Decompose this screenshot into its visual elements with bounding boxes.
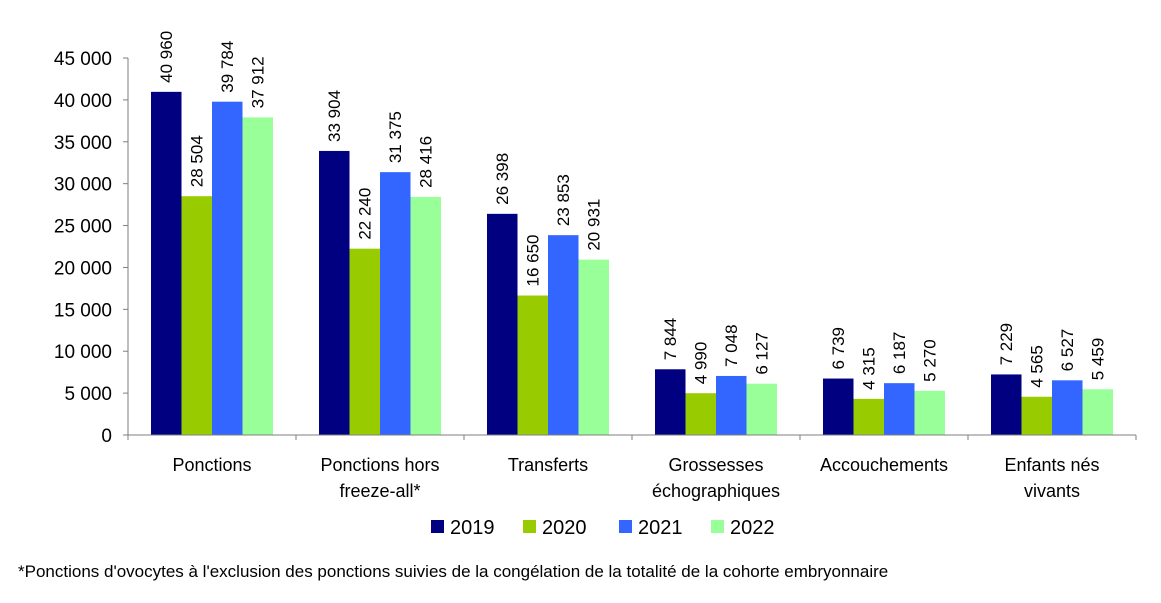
value-label: 20 931: [585, 199, 604, 251]
bar-2022: [914, 390, 945, 435]
category-label: Transferts: [508, 455, 588, 475]
value-label: 6 527: [1058, 329, 1077, 372]
value-label: 4 565: [1028, 345, 1047, 388]
value-label: 39 784: [218, 41, 237, 93]
y-tick-label: 0: [101, 426, 112, 447]
legend-swatch-2019: [431, 520, 444, 533]
category-label: freeze-all*: [339, 481, 420, 501]
y-tick-label: 15 000: [54, 300, 112, 321]
value-label: 28 504: [188, 135, 207, 187]
value-label: 33 904: [325, 90, 344, 142]
value-label: 5 459: [1089, 338, 1108, 381]
bar-2020: [181, 196, 212, 435]
bar-2021: [212, 101, 243, 435]
legend-swatch-2020: [523, 520, 536, 533]
y-tick-label: 10 000: [54, 342, 112, 363]
value-label: 37 912: [249, 56, 268, 108]
value-label: 40 960: [157, 31, 176, 83]
value-label: 6 739: [829, 327, 848, 370]
value-label: 4 315: [860, 347, 879, 390]
bar-2020: [349, 248, 380, 435]
bar-2022: [746, 383, 777, 435]
category-label: échographiques: [652, 481, 780, 501]
bar-2019: [655, 369, 686, 435]
bar-2020: [853, 398, 884, 435]
bar-2020: [1021, 396, 1052, 435]
value-labels: 40 960 28 504 39 784 37 912 33 904 22 240 31 3…: [157, 31, 1108, 390]
category-label: Accouchements: [820, 455, 948, 475]
y-tick-label: 40 000: [54, 91, 112, 112]
legend-swatch-2022: [711, 520, 724, 533]
bar-2020: [517, 295, 548, 435]
bar-2021: [548, 235, 579, 435]
value-label: 26 398: [493, 153, 512, 205]
value-label: 31 375: [386, 111, 405, 163]
value-label: 7 048: [722, 324, 741, 367]
value-label: 5 270: [921, 339, 940, 382]
bar-2021: [716, 375, 747, 435]
bar-2022: [410, 196, 441, 435]
category-label: Grossesses: [668, 455, 763, 475]
y-tick-label: 45 000: [54, 49, 112, 70]
y-axis: 0 5 000 10 000 15 000 20 000 25 000 30 000 35 0…: [54, 49, 129, 447]
y-tick-label: 25 000: [54, 217, 112, 238]
value-label: 7 229: [997, 323, 1016, 366]
value-label: 7 844: [661, 318, 680, 361]
bar-2022: [578, 259, 609, 435]
legend-label-2019: 2019: [450, 517, 495, 539]
bar-2021: [884, 383, 915, 435]
value-label: 6 187: [890, 332, 909, 375]
bar-2021: [380, 172, 411, 435]
bar-2019: [151, 91, 182, 435]
value-label: 22 240: [356, 188, 375, 240]
y-tick-label: 20 000: [54, 258, 112, 279]
footnote: *Ponctions d'ovocytes à l'exclusion des …: [18, 562, 889, 581]
y-tick-label: 35 000: [54, 133, 112, 154]
category-label: vivants: [1024, 481, 1080, 501]
bar-2019: [991, 374, 1022, 435]
value-label: 4 990: [692, 342, 711, 385]
legend-label-2020: 2020: [542, 517, 587, 539]
legend: 2019 2020 2021 2022: [431, 517, 775, 539]
legend-swatch-2021: [619, 520, 632, 533]
x-axis: Ponctions Ponctions hors freeze-all* Transf…: [127, 434, 1137, 501]
bar-2022: [1082, 389, 1113, 435]
bars: [151, 91, 1113, 436]
category-label: Ponctions hors: [320, 455, 439, 475]
legend-label-2021: 2021: [638, 517, 683, 539]
bar-2019: [823, 378, 854, 435]
bar-2022: [242, 117, 273, 436]
y-tick-label: 30 000: [54, 175, 112, 196]
bar-2021: [1052, 380, 1083, 435]
legend-label-2022: 2022: [730, 517, 775, 539]
bar-2020: [685, 393, 716, 435]
bar-2019: [319, 150, 350, 435]
value-label: 23 853: [554, 174, 573, 226]
value-label: 16 650: [524, 235, 543, 287]
bar-2019: [487, 213, 518, 435]
value-label: 6 127: [753, 332, 772, 375]
value-label: 28 416: [417, 136, 436, 188]
y-tick-label: 5 000: [64, 384, 112, 405]
category-label: Enfants nés: [1004, 455, 1099, 475]
category-label: Ponctions: [172, 455, 251, 475]
